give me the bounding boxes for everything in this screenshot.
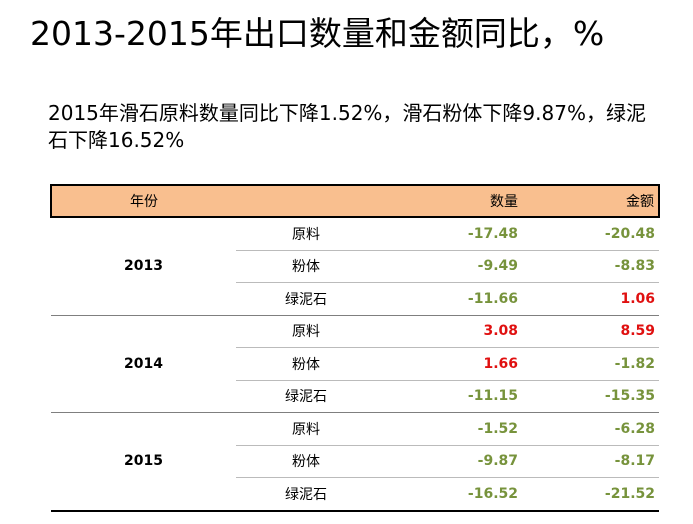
amount-cell: -8.83 [522,250,659,283]
quantity-cell: -9.87 [376,445,522,478]
slide-subtitle: 2015年滑石原料数量同比下降1.52%，滑石粉体下降9.87%，绿泥石下降16… [48,101,646,152]
header-type [236,184,376,218]
quantity-cell: 3.08 [376,315,522,348]
amount-cell: -6.28 [522,412,659,446]
slide-title: 2013-2015年出口数量和金额同比，% [30,14,605,53]
amount-cell: -8.17 [522,445,659,478]
amount-cell: 1.06 [522,282,659,316]
year-cell: 2015 [51,412,236,512]
type-cell: 原料 [236,315,376,348]
table-row: 2015 原料 -1.52 -6.28 [51,412,659,512]
data-table: 年份 数量 金额 2013 原料 -17.48 -20.48 粉体 -9.49 … [50,184,660,512]
table-row: 2014 原料 3.08 8.59 [51,315,659,413]
header-amount: 金额 [522,184,660,218]
table-row: 绿泥石 -11.66 1.06 [51,282,659,316]
amount-cell: -21.52 [522,477,659,512]
year-cell: 2013 [51,217,236,316]
table-row: 粉体 -9.87 -8.17 [51,445,659,478]
table-row: 粉体 -9.49 -8.83 [51,250,659,283]
quantity-cell: 1.66 [376,347,522,381]
export-yoy-table: 年份 数量 金额 2013 原料 -17.48 -20.48 粉体 -9.49 … [50,184,660,512]
table-row: 2013 原料 -17.48 -20.48 [51,217,659,316]
amount-cell: -1.82 [522,347,659,381]
header-quantity: 数量 [376,184,522,218]
table-row: 绿泥石 -11.15 -15.35 [51,380,659,413]
quantity-cell: -11.15 [376,380,522,413]
amount-cell: -15.35 [522,380,659,413]
type-cell: 粉体 [236,445,376,478]
quantity-cell: -9.49 [376,250,522,283]
type-cell: 绿泥石 [236,477,376,512]
amount-cell: -20.48 [522,217,659,251]
quantity-cell: -11.66 [376,282,522,316]
type-cell: 原料 [236,217,376,251]
type-cell: 绿泥石 [236,380,376,413]
table-row: 绿泥石 -16.52 -21.52 [51,477,659,512]
type-cell: 粉体 [236,347,376,381]
table-row: 粉体 1.66 -1.82 [51,347,659,381]
type-cell: 绿泥石 [236,282,376,316]
table-header-row: 年份 数量 金额 [50,184,660,218]
quantity-cell: -17.48 [376,217,522,251]
amount-cell: 8.59 [522,315,659,348]
year-cell: 2014 [51,315,236,413]
type-cell: 原料 [236,412,376,446]
type-cell: 粉体 [236,250,376,283]
quantity-cell: -16.52 [376,477,522,512]
quantity-cell: -1.52 [376,412,522,446]
header-year: 年份 [50,184,236,218]
